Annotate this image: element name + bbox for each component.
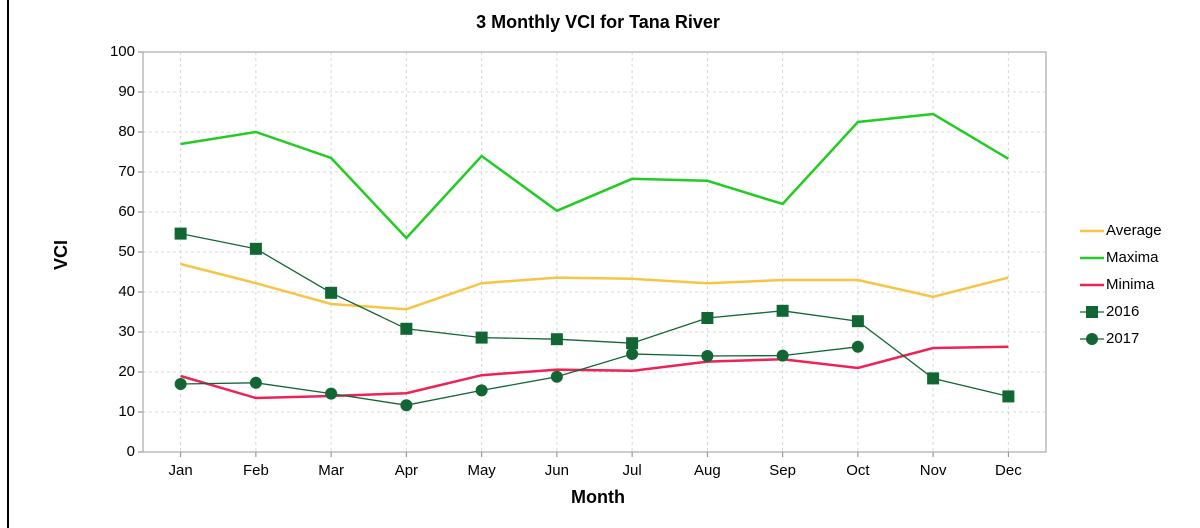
legend-label: Maxima <box>1106 249 1159 266</box>
y-tick-label: 40 <box>118 283 135 300</box>
x-tick-label: Jul <box>623 462 642 479</box>
line <box>180 345 1009 400</box>
legend-label: Minima <box>1106 276 1155 293</box>
line <box>180 262 1009 311</box>
x-tick-label: Oct <box>846 462 870 479</box>
y-tick-label: 50 <box>118 243 135 260</box>
y-tick-label: 20 <box>118 363 135 380</box>
marker <box>550 333 563 346</box>
marker <box>475 331 488 344</box>
legend-label: 2017 <box>1106 330 1139 347</box>
marker <box>626 337 639 350</box>
marker <box>701 312 714 324</box>
marker <box>400 322 413 335</box>
plot-border <box>142 51 1047 453</box>
x-tick-label: Feb <box>243 462 269 479</box>
y-tick-label: 70 <box>118 163 135 180</box>
y-tick-label: 60 <box>118 203 135 220</box>
x-tick-label: Nov <box>920 462 947 479</box>
x-tick-label: Dec <box>995 462 1022 479</box>
marker <box>851 340 864 353</box>
legend-marker <box>1086 306 1098 318</box>
legend-label: Average <box>1106 222 1162 239</box>
marker <box>325 286 338 299</box>
chart-title: 3 Monthly VCI for Tana River <box>476 12 720 32</box>
y-tick-label: 80 <box>118 123 135 140</box>
y-axis-title: VCI <box>51 240 71 270</box>
y-tick-label: 90 <box>118 83 135 100</box>
line <box>180 112 1010 240</box>
marker <box>851 315 864 328</box>
x-tick-label: Sep <box>769 462 796 479</box>
y-tick-label: 30 <box>118 323 135 340</box>
line <box>180 232 1009 398</box>
marker <box>400 399 413 412</box>
x-tick-label: Jun <box>545 462 569 479</box>
marker <box>325 387 338 400</box>
x-tick-label: Mar <box>318 462 344 479</box>
marker <box>174 227 187 240</box>
marker <box>701 350 714 362</box>
marker <box>249 242 262 255</box>
y-tick-label: 10 <box>118 403 135 420</box>
marker <box>776 304 789 317</box>
y-tick-label: 100 <box>110 43 135 60</box>
x-tick-label: Jan <box>169 462 193 479</box>
legend-marker <box>1086 333 1098 345</box>
x-tick-label: Apr <box>395 462 418 479</box>
x-tick-label: Aug <box>694 462 721 479</box>
line <box>180 346 858 406</box>
x-tick-label: May <box>467 462 496 479</box>
marker <box>1002 390 1015 403</box>
marker <box>550 370 563 383</box>
marker <box>174 378 187 390</box>
marker <box>626 348 639 360</box>
x-axis-title: Month <box>571 487 625 507</box>
marker <box>475 384 488 397</box>
marker <box>249 376 262 389</box>
y-tick-label: 0 <box>127 443 135 460</box>
marker <box>927 372 940 385</box>
marker <box>776 349 789 362</box>
legend-label: 2016 <box>1106 303 1139 320</box>
